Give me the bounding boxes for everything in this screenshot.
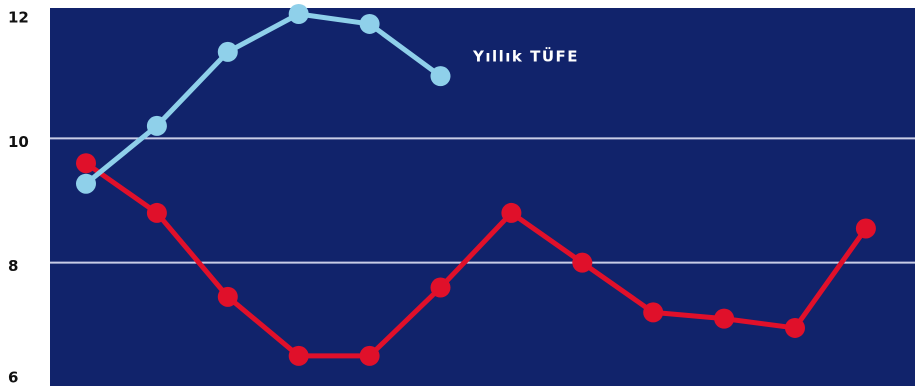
data-point [217,286,238,307]
data-point [288,4,309,24]
data-point [359,345,380,366]
data-point [430,66,451,87]
y-tick-label: 8 [8,257,18,275]
data-point [288,345,309,366]
data-point [217,41,238,62]
y-tick-label: 10 [8,133,29,151]
data-point [785,317,805,338]
data-point [76,153,96,174]
data-point [501,202,522,223]
data-point [359,13,380,34]
series-line [84,161,868,359]
data-point [855,218,876,239]
data-point [714,308,735,329]
y-tick-label: 12 [8,9,29,27]
series-label: Yıllık TÜFE [472,47,579,66]
data-point [430,277,451,298]
data-point [643,302,664,323]
series-line [84,11,442,186]
data-point [76,173,96,194]
y-tick-label: 6 [8,369,18,386]
data-point [146,115,167,136]
data-point [572,252,593,273]
data-point [146,202,167,223]
